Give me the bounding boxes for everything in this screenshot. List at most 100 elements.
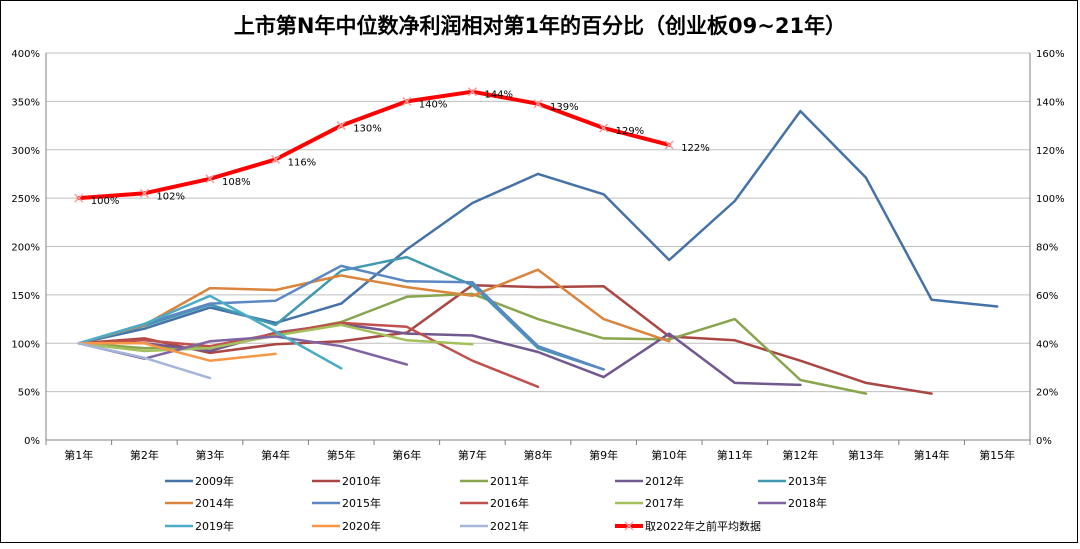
series-2015年: [77, 264, 605, 371]
y-right-tick-label: 100%: [1036, 194, 1065, 205]
series-line: [77, 342, 212, 380]
x-tick-label: 第9年: [589, 448, 618, 462]
x-tick-label: 第8年: [524, 448, 553, 462]
x-tick-label: 第3年: [196, 448, 225, 462]
series-line: [77, 268, 671, 345]
series-line: [77, 342, 277, 362]
series-2013年: [77, 255, 605, 371]
legend-label: 2013年: [788, 474, 827, 488]
data-label: 129%: [616, 126, 645, 137]
chart-title: 上市第N年中位数净利润相对第1年的百分比（创业板09~21年）: [234, 14, 846, 38]
x-tick-label: 第6年: [392, 448, 421, 462]
series-2016年: [77, 321, 540, 389]
x-tick-label: 第10年: [651, 448, 687, 462]
x-tick-label: 第7年: [458, 448, 487, 462]
y-right-tick-label: 0%: [1036, 436, 1052, 447]
legend-label: 2016年: [490, 496, 529, 510]
data-label: 140%: [419, 99, 448, 110]
y-right-tick-label: 120%: [1036, 146, 1065, 157]
x-tick-label: 第15年: [979, 448, 1015, 462]
series-line: [77, 294, 343, 370]
legend-item: 2010年: [312, 474, 381, 488]
y-right-tick-label: 40%: [1036, 339, 1058, 350]
y-left-tick-label: 400%: [11, 49, 40, 60]
y-right-tick-label: 20%: [1036, 388, 1058, 399]
data-label: 100%: [91, 196, 120, 207]
y-left-tick-label: 250%: [11, 194, 40, 205]
legend-item: 2020年: [312, 519, 381, 533]
x-tick-label: 第2年: [130, 448, 159, 462]
legend-item: 2017年: [615, 496, 684, 510]
legend-item: 2015年: [312, 496, 381, 510]
legend-label: 2015年: [342, 496, 381, 510]
data-point: [139, 188, 149, 198]
legend-item: 2018年: [758, 496, 827, 510]
axes: 0% 0% 50% 20% 100% 40% 150% 60% 200% 80% 250% 100% 3…: [11, 49, 1064, 462]
series-lines: 100% 102% 108% 116% 130% 140% 144% 139% 129% 122%: [74, 87, 999, 395]
data-label: 144%: [484, 90, 513, 101]
y-left-tick-label: 50%: [18, 388, 40, 399]
data-label: 108%: [222, 177, 251, 188]
legend-item: 2013年: [758, 474, 827, 488]
data-point: [533, 99, 543, 109]
legend-label: 2021年: [490, 519, 529, 533]
legend-item: 2016年: [460, 496, 529, 510]
data-point: [205, 174, 215, 184]
data-point: [271, 154, 281, 164]
x-tick-label: 第11年: [717, 448, 753, 462]
legend-item: 2021年: [460, 519, 529, 533]
series-line: [77, 255, 605, 371]
legend-item: 2014年: [165, 496, 234, 510]
x-tick-label: 第13年: [848, 448, 884, 462]
legend-item: 2011年: [460, 474, 529, 488]
series-2019年: [77, 294, 343, 370]
data-point: [402, 96, 412, 106]
series-2010年: [77, 283, 933, 395]
legend-label: 2019年: [195, 519, 234, 533]
y-left-tick-label: 300%: [11, 146, 40, 157]
y-left-tick-label: 150%: [11, 291, 40, 302]
legend-label: 2011年: [490, 474, 529, 488]
series-line: [77, 264, 605, 371]
legend-label: 2010年: [342, 474, 381, 488]
data-point: [74, 193, 84, 203]
data-label: 116%: [288, 157, 317, 168]
data-label: 130%: [353, 124, 382, 135]
series-取2022年之前平均数据: 100% 102% 108% 116% 130% 140% 144% 139% 129% 122%: [74, 87, 710, 207]
series-line: [77, 283, 933, 395]
y-right-tick-label: 160%: [1036, 49, 1065, 60]
x-tick-label: 第5年: [327, 448, 356, 462]
legend-item: 2009年: [165, 474, 234, 488]
legend-label: 2009年: [195, 474, 234, 488]
legend-label: 2020年: [342, 519, 381, 533]
y-right-tick-label: 140%: [1036, 97, 1065, 108]
y-left-tick-label: 350%: [11, 97, 40, 108]
series-line: [76, 89, 672, 201]
data-point: [336, 121, 346, 131]
data-label: 102%: [156, 191, 185, 202]
series-2020年: [77, 342, 277, 362]
legend-item: 2019年: [165, 519, 234, 533]
y-left-tick-label: 200%: [11, 243, 40, 254]
data-label: 139%: [550, 102, 579, 113]
data-label: 122%: [681, 143, 710, 154]
data-point: [664, 140, 674, 150]
legend-item: 取2022年之前平均数据: [615, 519, 761, 533]
x-tick-label: 第4年: [261, 448, 290, 462]
data-point: [467, 87, 477, 97]
y-left-tick-label: 100%: [11, 339, 40, 350]
y-right-tick-label: 80%: [1036, 243, 1058, 254]
x-tick-label: 第1年: [64, 448, 93, 462]
x-tick-label: 第14年: [914, 448, 950, 462]
series-2021年: [77, 342, 212, 380]
legend-marker: [624, 521, 634, 531]
x-tick-label: 第12年: [782, 448, 818, 462]
legend: 2009年 2010年 2011年 2012年 2013年 2014年 2015年 2016年…: [165, 474, 827, 533]
legend-item: 2012年: [615, 474, 684, 488]
series-line: [77, 321, 540, 389]
legend-label: 2012年: [645, 474, 684, 488]
legend-label: 取2022年之前平均数据: [645, 519, 761, 533]
